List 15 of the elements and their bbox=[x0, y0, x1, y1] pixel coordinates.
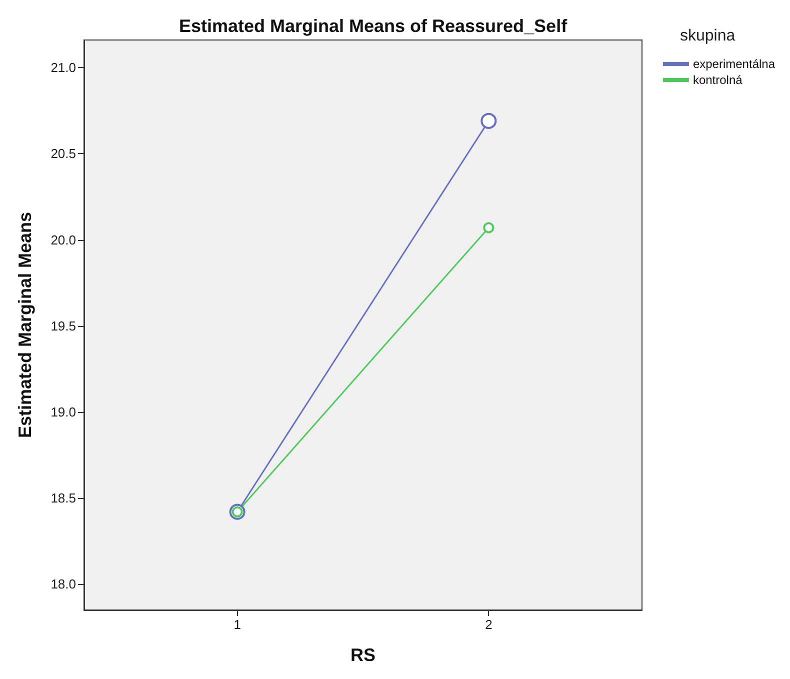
y-tick-label: 19.0 bbox=[50, 404, 76, 420]
y-tick-label: 20.5 bbox=[50, 146, 76, 162]
legend-label: kontrolná bbox=[692, 73, 743, 87]
y-tick-label: 19.5 bbox=[50, 318, 76, 334]
y-tick-label: 18.0 bbox=[50, 576, 76, 592]
y-tick-label: 20.0 bbox=[50, 232, 76, 248]
y-tick-label: 21.0 bbox=[50, 60, 76, 76]
x-tick-label: 1 bbox=[234, 617, 241, 632]
x-tick-label: 2 bbox=[485, 617, 492, 632]
legend-label: experimentálna bbox=[692, 57, 776, 71]
chart-title: Estimated Marginal Means of Reassured_Self bbox=[178, 16, 568, 36]
y-axis-title: Estimated Marginal Means bbox=[15, 212, 35, 438]
legend-title: skupina bbox=[680, 28, 736, 44]
y-tick-label: 18.5 bbox=[50, 490, 76, 506]
x-axis-title: RS bbox=[350, 645, 376, 665]
